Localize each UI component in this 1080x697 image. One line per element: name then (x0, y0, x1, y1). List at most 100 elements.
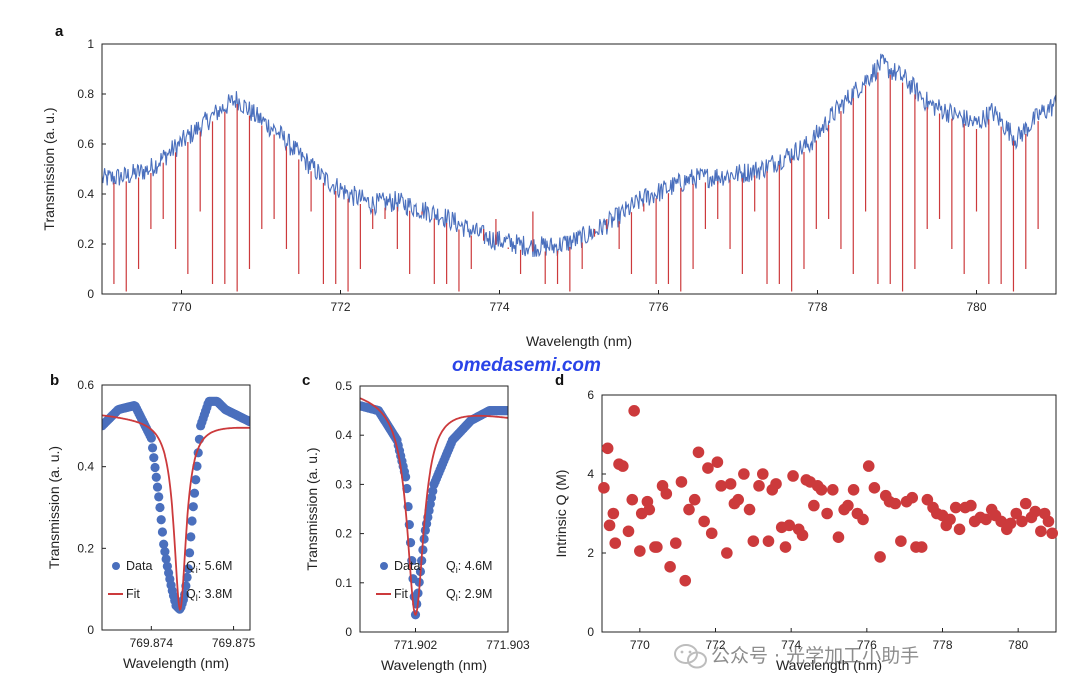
data-point (808, 499, 820, 512)
panel-label-c: c (302, 372, 310, 389)
data-point (413, 588, 423, 598)
data-point (149, 453, 159, 463)
data-point (692, 446, 705, 459)
y-tick-label: 2 (587, 546, 594, 560)
y-tick-label: 0.6 (77, 378, 94, 392)
legend-marker-data (380, 562, 388, 570)
panel-d: 770 772 774 776 778 780 0 2 4 6 Wavelength (nm) Int… (553, 388, 1059, 673)
data-point (152, 482, 163, 492)
data-point (186, 532, 196, 542)
y-tick-label: 0 (87, 623, 94, 637)
y-tick-label: 0 (345, 625, 352, 639)
plot-frame (359, 385, 509, 633)
x-axis-label: Wavelength (nm) (381, 657, 487, 673)
q-value: : 4.6M (458, 559, 493, 573)
y-tick-label: 6 (587, 388, 594, 402)
data-point (698, 515, 710, 528)
q-subscript: i (196, 565, 198, 575)
y-tick-label: 0.2 (77, 541, 94, 555)
data-point (634, 545, 646, 557)
panel-c: 771.902 771.903 0 0.1 0.2 0.3 0.4 0.5 Wavelength… (304, 379, 530, 673)
x-tick-label: 770 (630, 638, 650, 652)
data-point (815, 484, 828, 496)
data-point (770, 478, 782, 490)
data-point (753, 480, 765, 492)
data-point (738, 468, 750, 480)
data-point (1004, 517, 1017, 530)
panel-label-a: a (55, 23, 64, 40)
panel-b: 769.874 769.875 0 0.2 0.4 0.6 Wavelength (nm) T… (46, 378, 256, 671)
data-point (617, 460, 629, 472)
x-tick-label: 780 (966, 300, 986, 314)
data-point (857, 513, 869, 526)
q-annotation: Ql: 3.8M (186, 587, 232, 603)
data-point (1016, 515, 1028, 528)
data-point (842, 499, 854, 512)
x-tick-label: 778 (807, 300, 827, 314)
data-point (705, 527, 718, 540)
y-tick-label: 1 (87, 37, 94, 51)
data-point (688, 493, 701, 506)
data-point (895, 535, 907, 547)
x-tick-label: 769.875 (212, 636, 256, 650)
data-point (147, 443, 158, 453)
panel-label-b: b (50, 372, 59, 389)
data-point (607, 507, 620, 520)
data-point (783, 519, 796, 532)
data-point (1019, 497, 1032, 510)
data-point (191, 475, 201, 485)
legend-label-data: Data (126, 559, 152, 573)
y-tick-label: 0.8 (77, 87, 94, 101)
y-tick-label: 0.1 (335, 576, 352, 590)
q-subscript: l (456, 593, 458, 603)
q-annotation: Ql: 2.9M (446, 587, 492, 603)
data-point (826, 484, 839, 496)
panel-label-d: d (555, 372, 564, 389)
data-point (796, 529, 809, 542)
data-point (151, 472, 161, 482)
series-layer (102, 53, 1056, 292)
data-point (743, 503, 756, 516)
data-point (862, 460, 875, 472)
data-point (711, 456, 724, 468)
series-layer (360, 397, 508, 620)
data-point (679, 574, 692, 587)
q-symbol: Q (186, 559, 196, 573)
data-point (683, 503, 695, 516)
data-point (721, 547, 733, 559)
data-point (944, 513, 956, 526)
legend-label-data: Data (394, 559, 420, 573)
data-point (889, 497, 902, 510)
data-point (660, 487, 673, 500)
data-point (762, 535, 775, 547)
y-axis-label: Transmission (a. u.) (46, 446, 62, 569)
data-point (847, 484, 860, 496)
data-point (182, 572, 192, 582)
y-tick-label: 0 (587, 625, 594, 639)
data-point (146, 433, 156, 443)
watermark-site: omedasemi.com (452, 355, 601, 376)
y-tick-label: 0.6 (77, 137, 94, 151)
legend-label-fit: Fit (126, 587, 140, 601)
x-tick-label: 778 (932, 638, 952, 652)
data-point (874, 551, 886, 563)
plot-frame (101, 384, 251, 631)
y-axis-label: Intrinsic Q (M) (553, 470, 569, 558)
data-point (756, 468, 769, 480)
data-point (906, 491, 919, 504)
data-point (609, 537, 622, 549)
data-point (724, 478, 737, 490)
q-annotation: Qi: 4.6M (446, 559, 492, 575)
data-point (787, 470, 799, 482)
data-point (161, 554, 171, 564)
q-subscript: l (196, 593, 198, 603)
x-axis-label: Wavelength (nm) (123, 655, 229, 671)
data-point (953, 523, 966, 536)
y-axis-label: Transmission (a. u.) (304, 447, 320, 570)
series-layer (102, 396, 250, 614)
data-point (401, 472, 411, 482)
data-point (832, 531, 845, 543)
plot-frame (101, 43, 1057, 295)
data-point (187, 516, 197, 526)
y-axis-label: Transmission (a. u.) (41, 107, 57, 230)
